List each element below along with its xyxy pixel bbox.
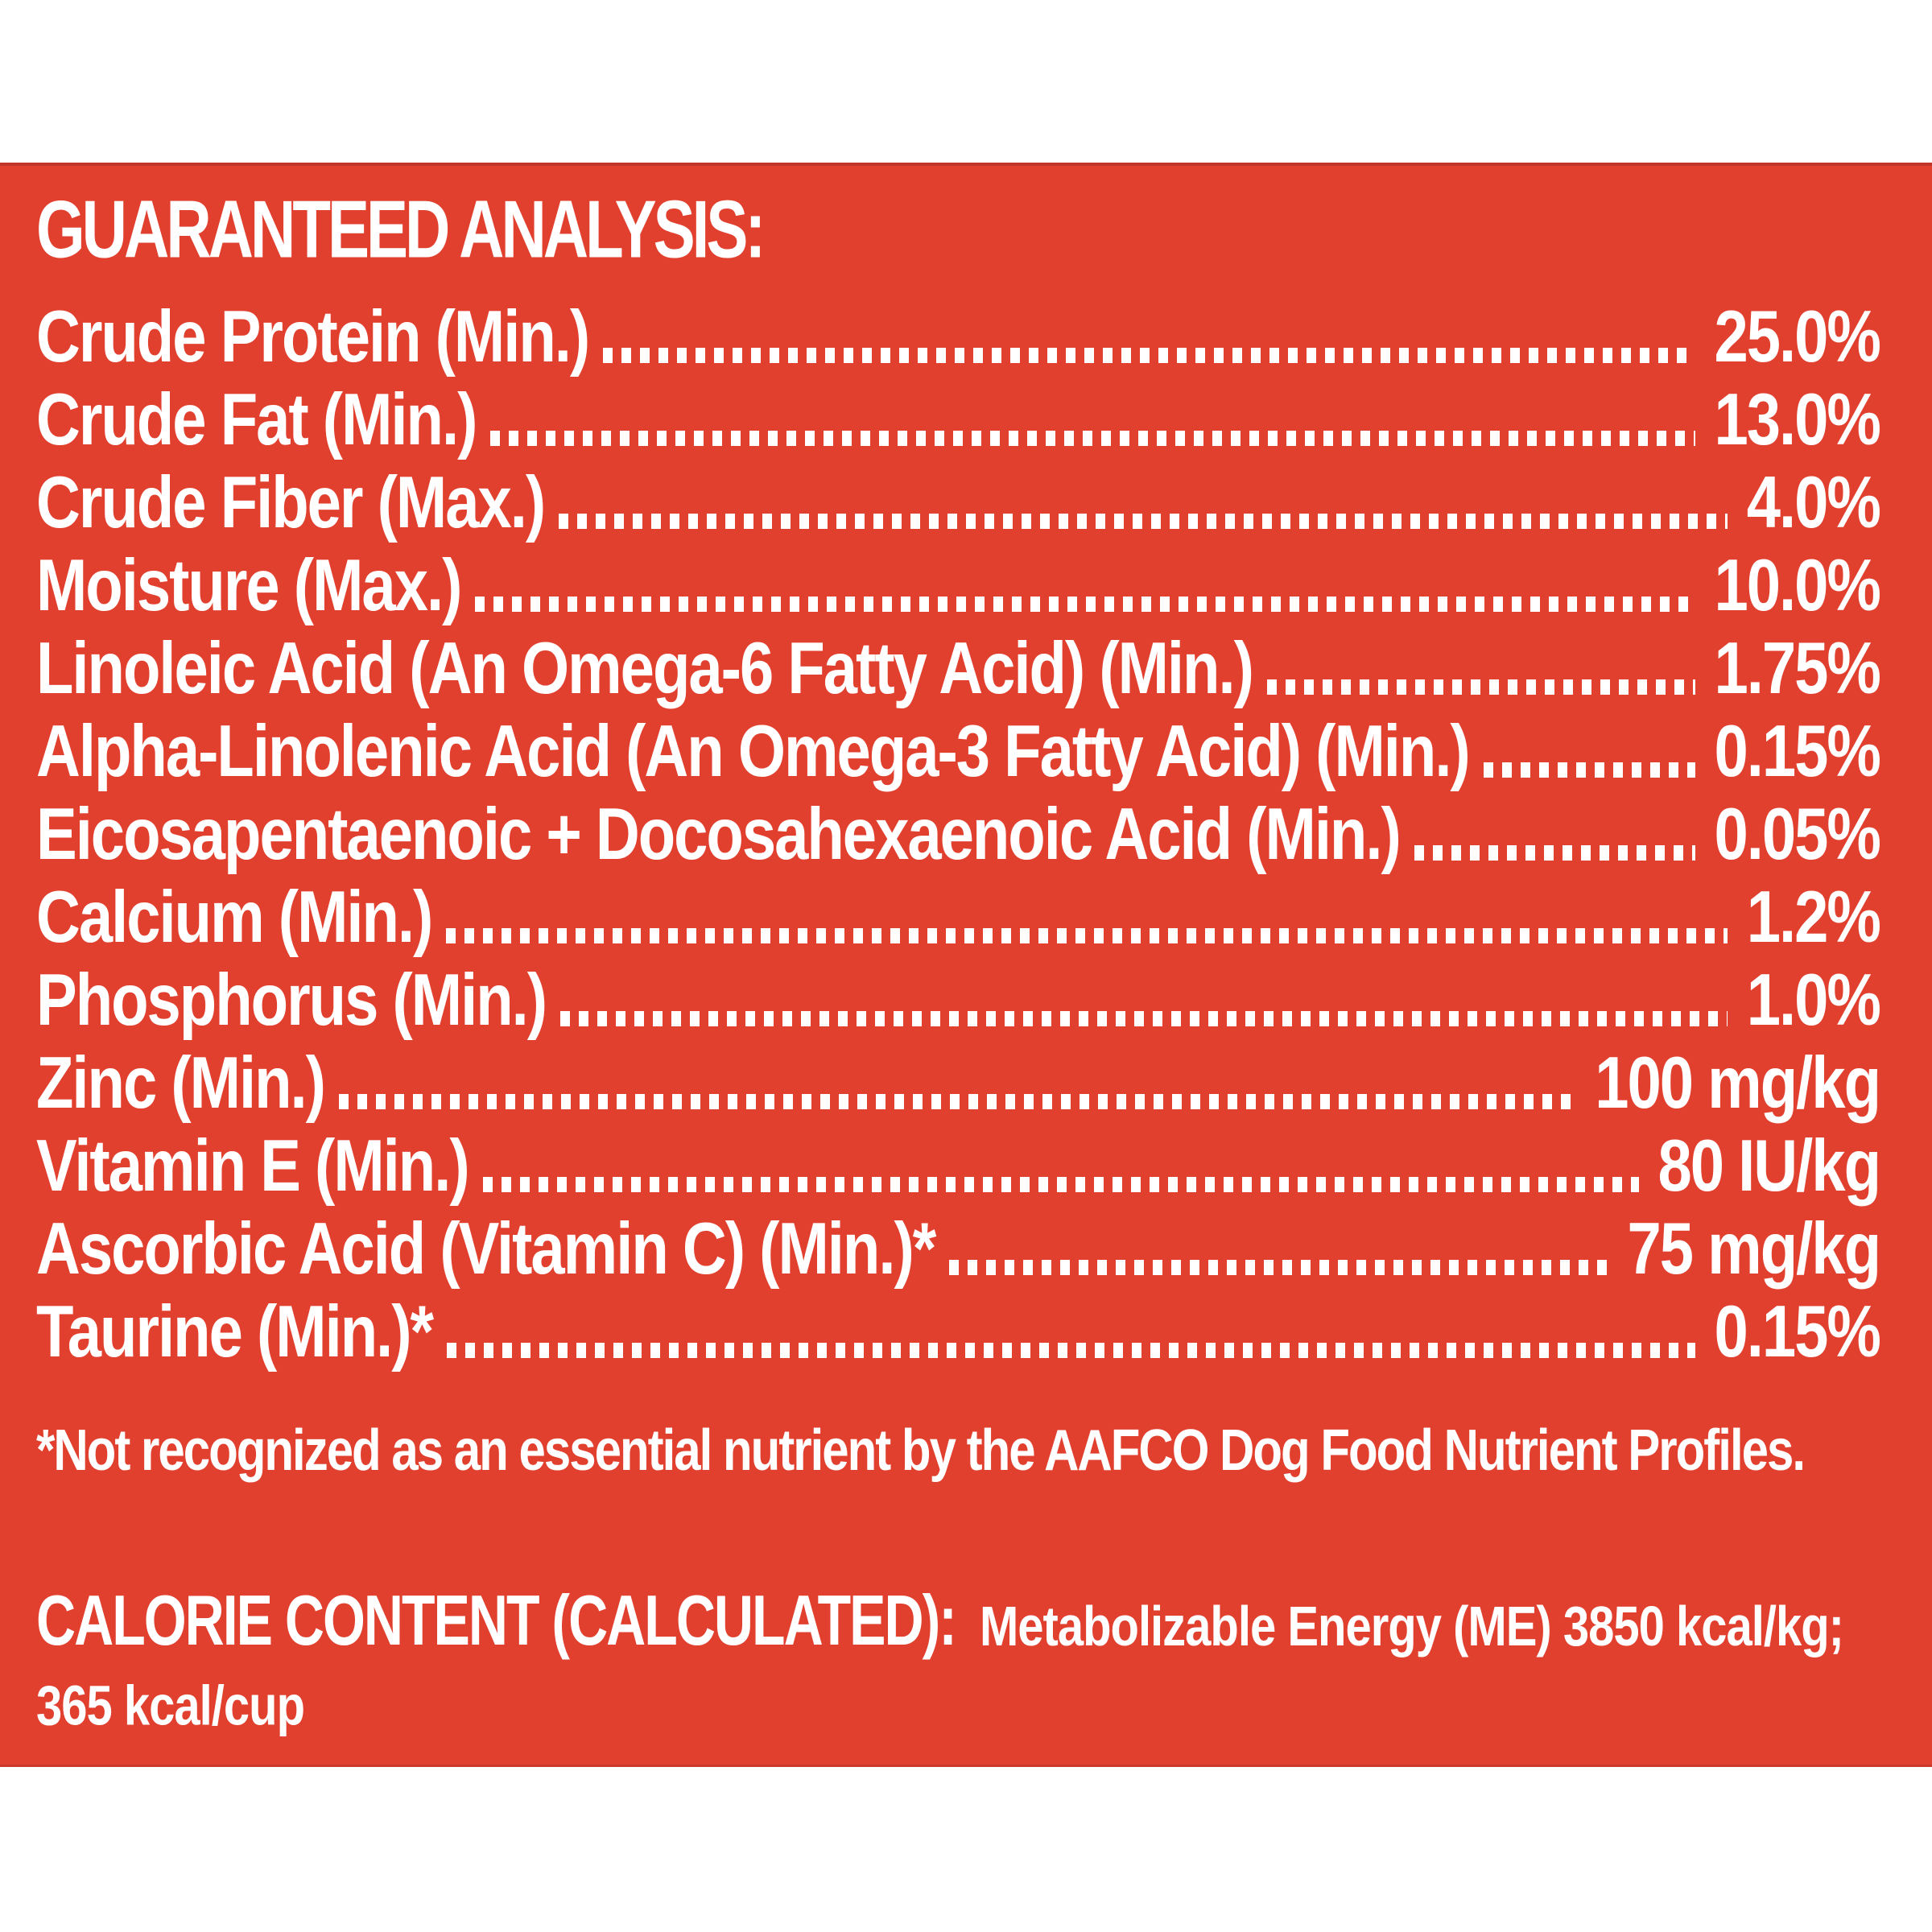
- guaranteed-analysis-panel: GUARANTEED ANALYSIS: Crude Protein (Min.…: [0, 163, 1932, 1767]
- dot-leader: [603, 348, 1695, 363]
- nutrient-label: Ascorbic Acid (Vitamin C) (Min.)*: [36, 1208, 936, 1290]
- dot-leader: [447, 1343, 1695, 1358]
- dot-leader: [1483, 762, 1695, 778]
- dot-leader: [490, 431, 1695, 446]
- dot-leader: [446, 928, 1728, 943]
- analysis-row: Alpha-Linolenic Acid (An Omega-3 Fatty A…: [36, 710, 1881, 797]
- nutrient-label: Vitamin E (Min.): [36, 1125, 470, 1208]
- calorie-per-cup-text: 365 kcal/cup: [36, 1674, 305, 1737]
- dot-leader: [559, 514, 1728, 529]
- nutrient-value: 0.15%: [1714, 710, 1881, 793]
- nutrient-value: 0.15%: [1714, 1290, 1881, 1373]
- analysis-row: Eicosapentaenoic + Docosahexaenoic Acid …: [36, 793, 1881, 880]
- aafco-footnote-text: *Not recognized as an essential nutrient…: [36, 1418, 1806, 1483]
- analysis-row: Calcium (Min.) 1.2%: [36, 876, 1881, 963]
- nutrient-label: Taurine (Min.)*: [36, 1290, 434, 1373]
- nutrient-label: Crude Fiber (Max.): [36, 461, 546, 544]
- nutrient-value: 1.0%: [1746, 959, 1881, 1042]
- analysis-table: Crude Protein (Min.) 25.0% Crude Fat (Mi…: [36, 295, 1881, 1377]
- metabolizable-energy-text: Metabolizable Energy (ME) 3850 kcal/kg;: [979, 1595, 1844, 1658]
- calorie-per-cup-line: 365 kcal/cup: [36, 1673, 1880, 1761]
- dot-leader: [560, 1011, 1728, 1026]
- nutrient-value: 25.0%: [1714, 295, 1881, 378]
- analysis-row: Phosphorus (Min.) 1.0%: [36, 959, 1881, 1046]
- analysis-row: Moisture (Max.) 10.0%: [36, 544, 1881, 631]
- dot-leader: [482, 1177, 1639, 1192]
- analysis-row: Linoleic Acid (An Omega-6 Fatty Acid) (M…: [36, 627, 1881, 714]
- calorie-content-line: CALORIE CONTENT (CALCULATED): Metaboliza…: [36, 1581, 1880, 1673]
- nutrient-label: Moisture (Max.): [36, 544, 462, 627]
- panel-title: GUARANTEED ANALYSIS:: [36, 183, 1880, 283]
- nutrient-value: 75 mg/kg: [1627, 1208, 1881, 1290]
- analysis-row: Zinc (Min.) 100 mg/kg: [36, 1042, 1881, 1129]
- analysis-row: Taurine (Min.)* 0.15%: [36, 1290, 1881, 1377]
- analysis-row: Crude Fiber (Max.) 4.0%: [36, 461, 1881, 548]
- nutrient-label: Calcium (Min.): [36, 876, 433, 959]
- nutrient-value: 1.2%: [1746, 876, 1881, 959]
- nutrient-value: 80 IU/kg: [1657, 1125, 1881, 1208]
- nutrient-label: Alpha-Linolenic Acid (An Omega-3 Fatty A…: [36, 710, 1471, 793]
- nutrient-value: 1.75%: [1714, 627, 1881, 710]
- panel-title-text: GUARANTEED ANALYSIS:: [36, 183, 766, 275]
- nutrient-label: Crude Fat (Min.): [36, 378, 477, 461]
- nutrient-value: 0.05%: [1714, 793, 1881, 876]
- nutrient-value: 4.0%: [1746, 461, 1881, 544]
- nutrient-label: Zinc (Min.): [36, 1042, 326, 1125]
- nutrient-label: Phosphorus (Min.): [36, 959, 547, 1042]
- analysis-row: Vitamin E (Min.) 80 IU/kg: [36, 1125, 1881, 1212]
- dot-leader: [949, 1260, 1608, 1275]
- dot-leader: [338, 1094, 1576, 1109]
- dot-leader: [1266, 679, 1695, 695]
- calorie-content-heading: CALORIE CONTENT (CALCULATED):: [36, 1580, 957, 1661]
- nutrient-label: Eicosapentaenoic + Docosahexaenoic Acid …: [36, 793, 1402, 876]
- nutrient-value: 100 mg/kg: [1595, 1042, 1881, 1125]
- nutrient-label: Crude Protein (Min.): [36, 295, 590, 378]
- nutrient-label: Linoleic Acid (An Omega-6 Fatty Acid) (M…: [36, 627, 1254, 710]
- analysis-row: Crude Protein (Min.) 25.0%: [36, 295, 1881, 382]
- aafco-footnote: *Not recognized as an essential nutrient…: [36, 1414, 1880, 1496]
- nutrient-value: 13.0%: [1714, 378, 1881, 461]
- nutrient-value: 10.0%: [1714, 544, 1881, 627]
- dot-leader: [1414, 845, 1695, 861]
- analysis-row: Crude Fat (Min.) 13.0%: [36, 378, 1881, 465]
- analysis-row: Ascorbic Acid (Vitamin C) (Min.)* 75 mg/…: [36, 1208, 1881, 1294]
- dot-leader: [475, 597, 1695, 612]
